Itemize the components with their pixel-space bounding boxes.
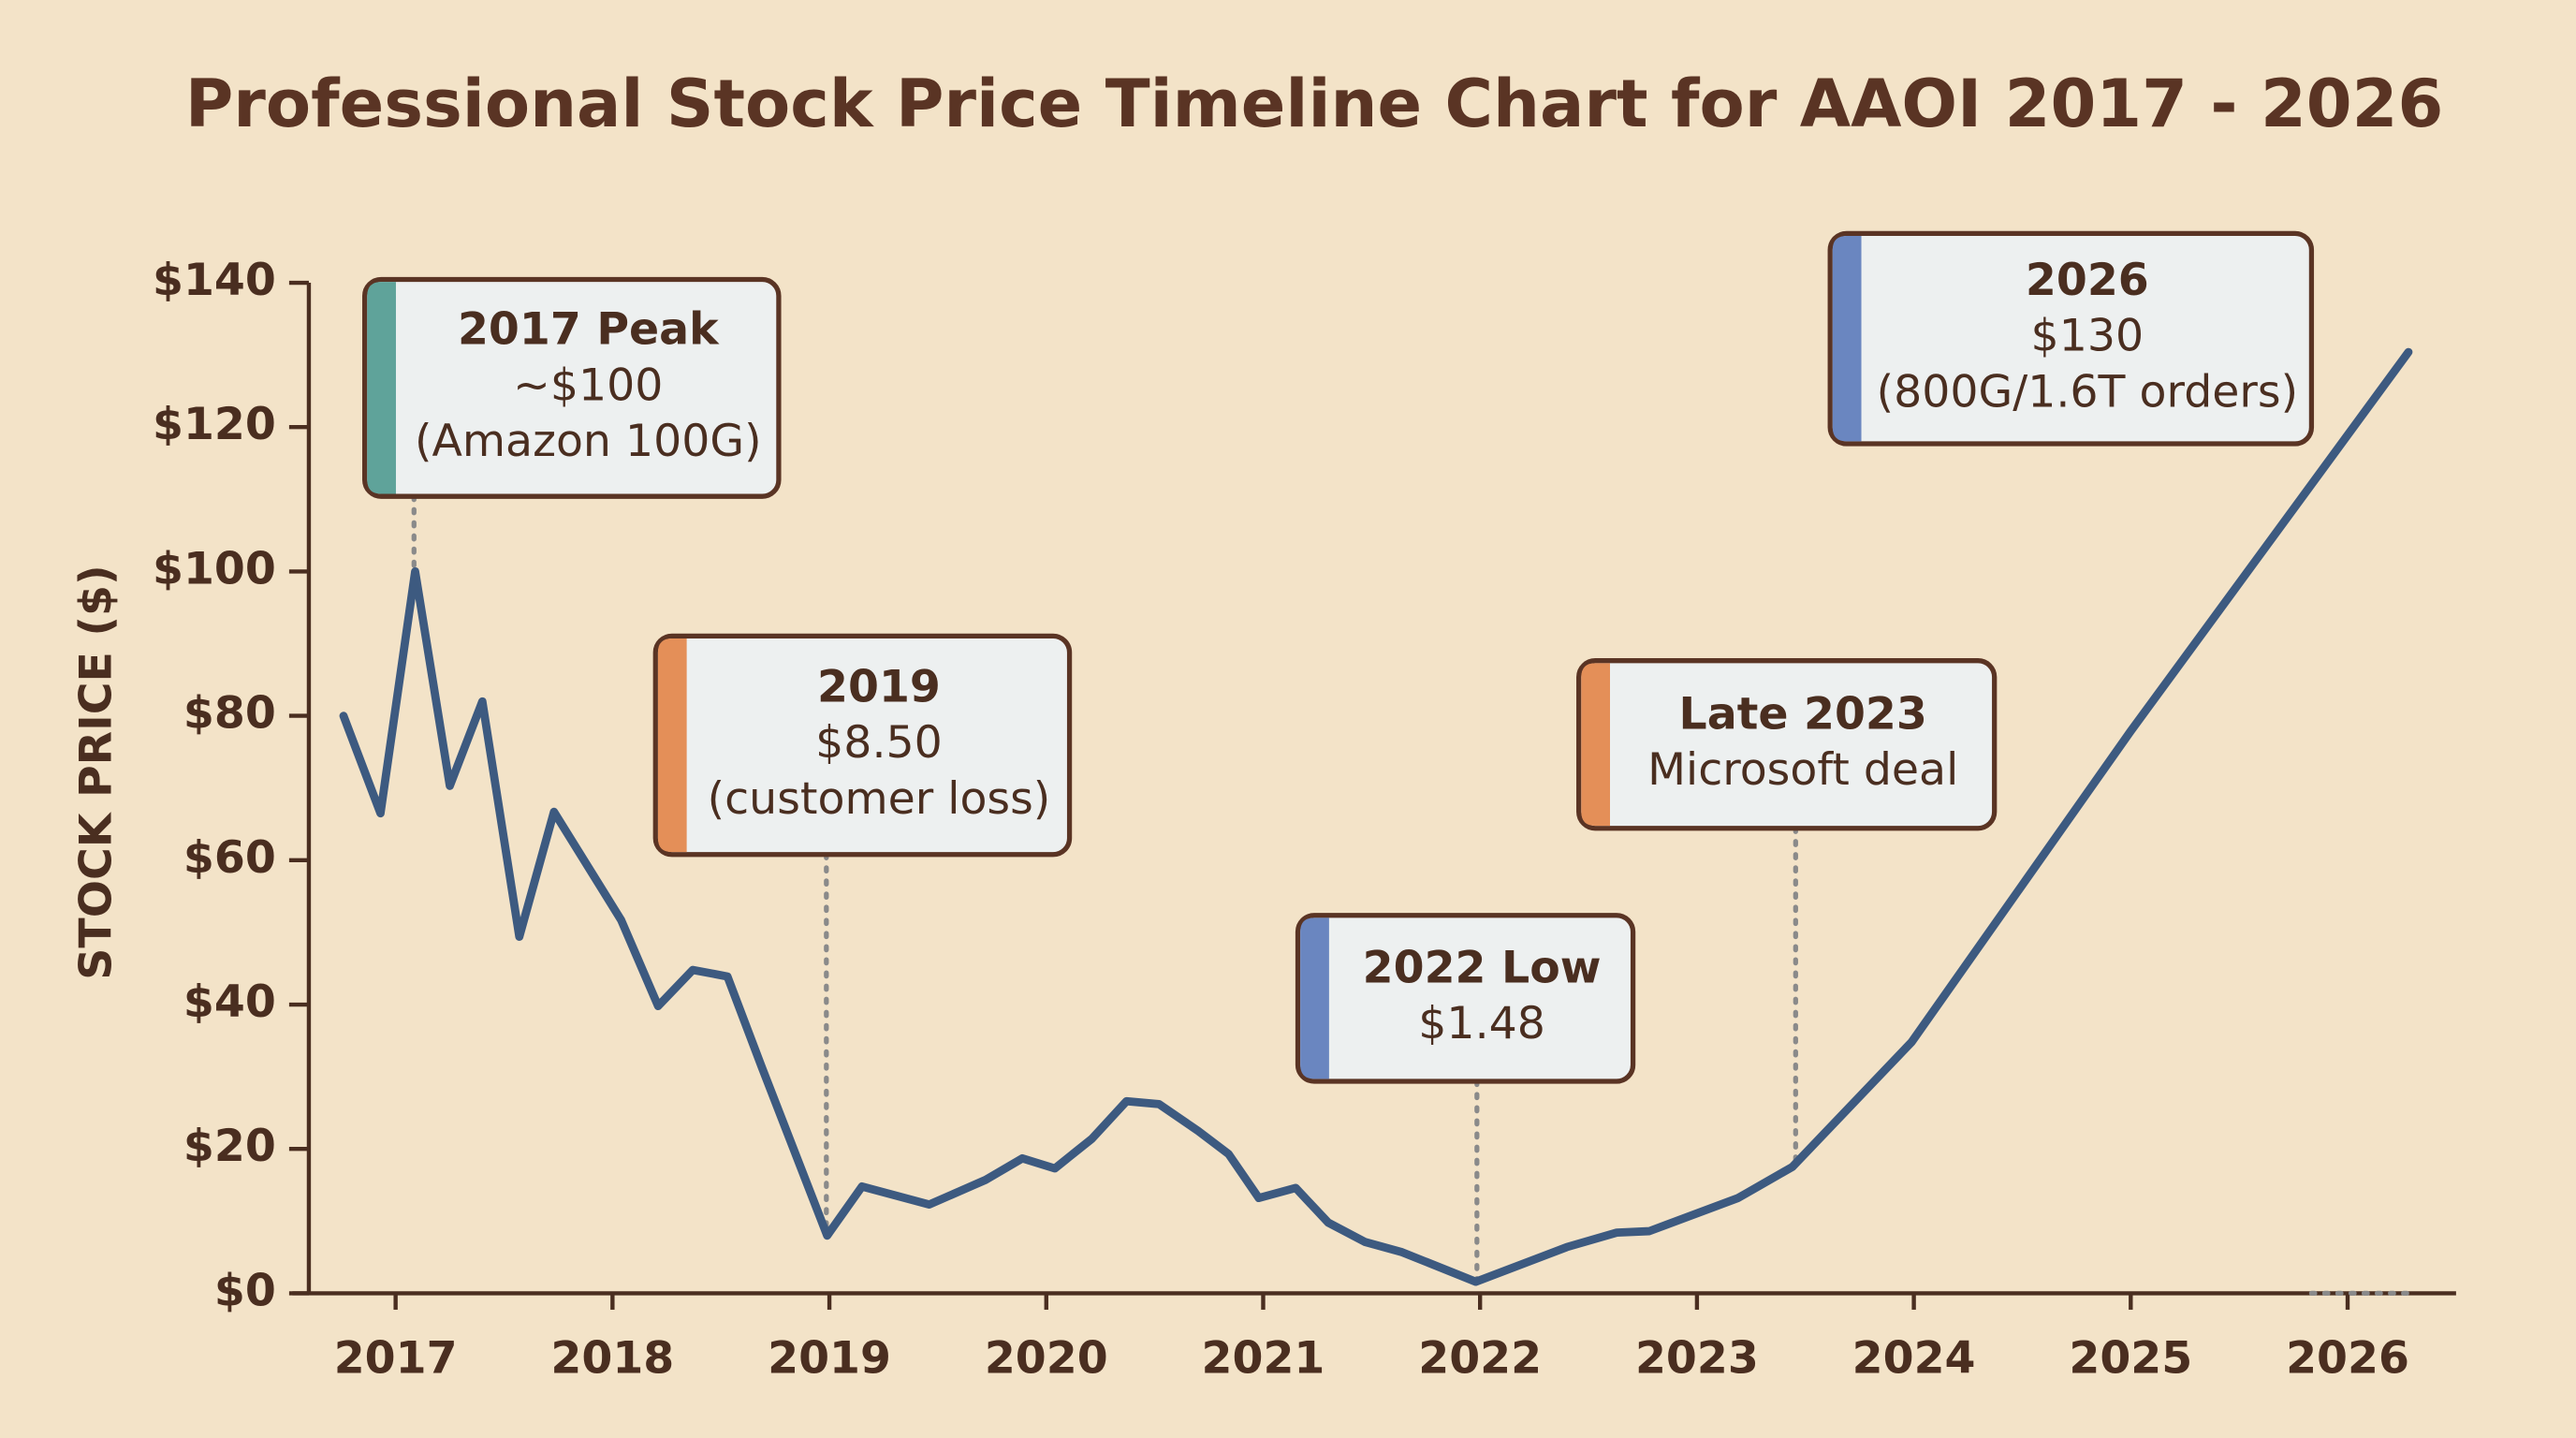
annotation: 2026$130(800G/1.6T orders) xyxy=(1827,230,2315,447)
annotation: 2019$8.50(customer loss) xyxy=(652,633,1073,858)
annotation: 2017 Peak~$100(Amazon 100G) xyxy=(361,276,782,499)
annotation: 2022 Low$1.48 xyxy=(1295,913,1636,1084)
annotation-accent xyxy=(1581,663,1610,827)
y-tick-label: $100 xyxy=(153,543,276,594)
price-line xyxy=(339,347,2413,1286)
annotation-text: (800G/1.6T orders) xyxy=(1877,366,2298,418)
annotation-accent xyxy=(657,638,687,853)
annotation-text: $130 xyxy=(2031,311,2144,362)
annotation-accent xyxy=(1300,917,1329,1079)
x-tick-label: 2025 xyxy=(2069,1332,2192,1384)
y-tick-label: $80 xyxy=(183,688,276,740)
annotation-text: 2017 Peak xyxy=(458,304,720,356)
x-tick-label: 2024 xyxy=(1852,1332,1976,1384)
annotation-box xyxy=(361,276,782,499)
annotation-text: ~$100 xyxy=(513,360,663,411)
x-tick-label: 2019 xyxy=(768,1332,891,1384)
chart-title: Professional Stock Price Timeline Chart … xyxy=(185,66,2443,142)
y-axis-title: STOCK PRICE ($) xyxy=(70,565,122,979)
x-tick-label: 2021 xyxy=(1202,1332,1325,1384)
x-tick-label: 2022 xyxy=(1418,1332,1542,1384)
annotation-text: (customer loss) xyxy=(708,773,1051,825)
annotation-text: 2022 Low xyxy=(1363,943,1602,994)
annotation-box xyxy=(652,633,1073,858)
annotation-box xyxy=(1295,913,1636,1084)
annotation-text: $8.50 xyxy=(815,717,943,769)
annotation-text: $1.48 xyxy=(1418,998,1545,1049)
x-tick-label: 2020 xyxy=(985,1332,1108,1384)
annotation-text: Late 2023 xyxy=(1679,688,1927,740)
y-tick-label: $20 xyxy=(183,1121,276,1172)
y-tick-label: $60 xyxy=(183,832,276,884)
annotation-box xyxy=(1576,658,1998,831)
annotation-text: 2019 xyxy=(817,661,941,712)
annotation-text: 2026 xyxy=(2026,255,2149,306)
x-tick-label: 2026 xyxy=(2286,1332,2409,1384)
y-tick-label: $0 xyxy=(214,1265,276,1316)
annotation-text: (Amazon 100G) xyxy=(415,416,762,467)
y-tick-label: $40 xyxy=(183,976,276,1028)
annotation-accent xyxy=(367,282,396,494)
x-tick-label: 2018 xyxy=(550,1332,674,1384)
annotation-text: Microsoft deal xyxy=(1647,744,1958,796)
annotation-box xyxy=(1827,230,2315,447)
x-tick-label: 2023 xyxy=(1635,1332,1759,1384)
annotation-accent xyxy=(1832,236,1862,442)
y-tick-label: $140 xyxy=(153,255,276,306)
x-tick-label: 2017 xyxy=(334,1332,458,1384)
y-tick-label: $120 xyxy=(153,399,276,450)
